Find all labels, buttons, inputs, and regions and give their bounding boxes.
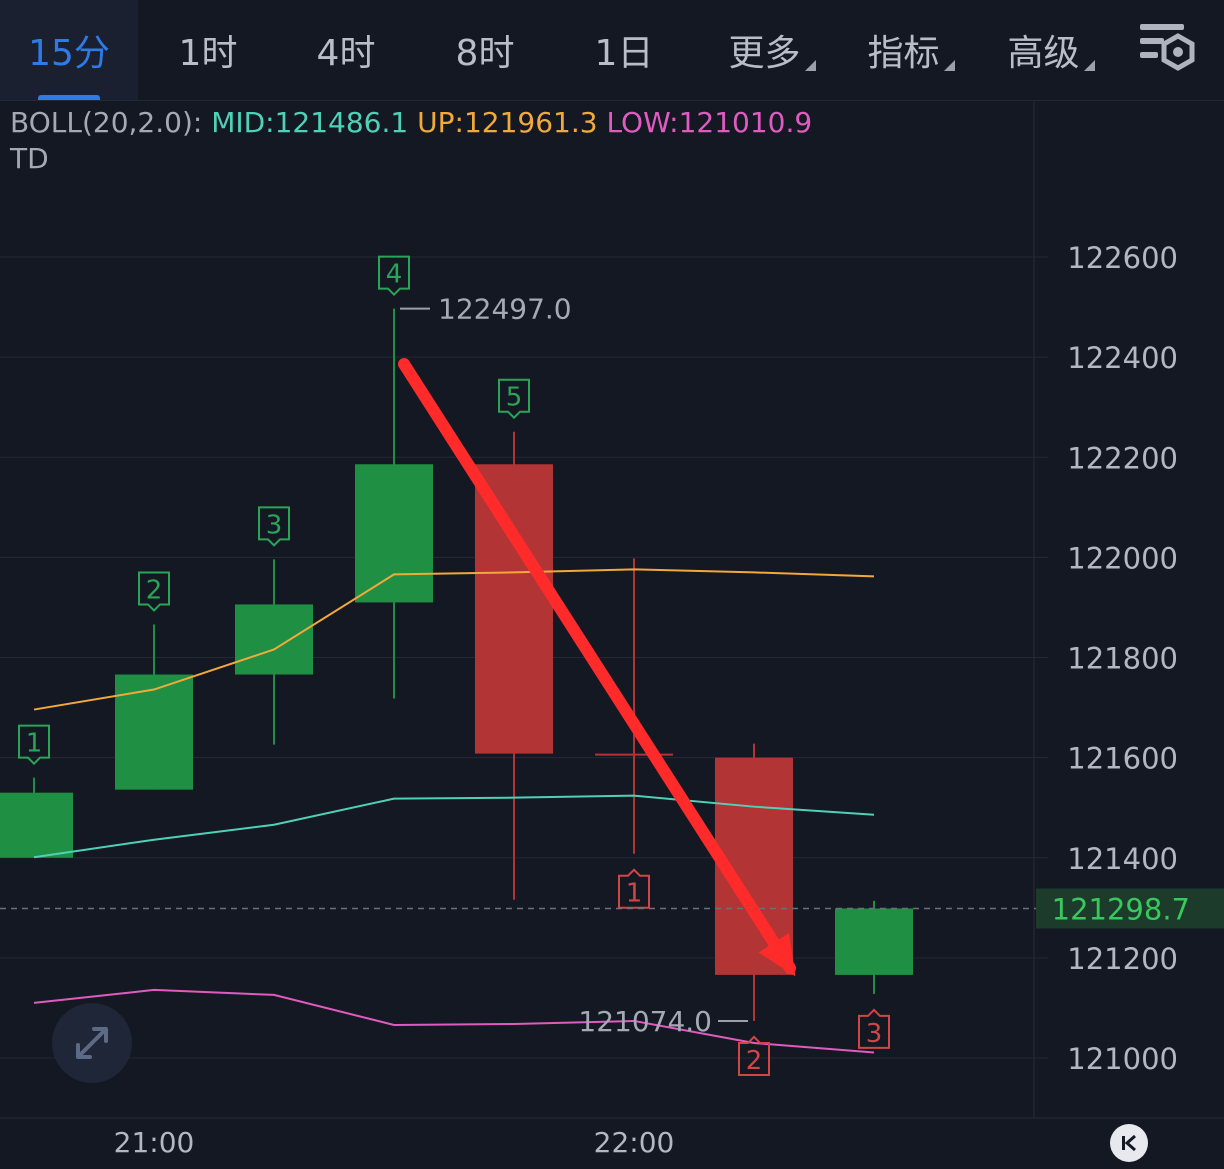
td-marker-frame — [258, 506, 290, 547]
tab-label: 高级 — [1007, 33, 1080, 74]
td-marker: 3 — [258, 506, 290, 547]
tab-1h[interactable]: 1时 — [150, 0, 266, 100]
candle-body — [835, 908, 913, 975]
td-count-label: 5 — [506, 383, 523, 413]
td-marker: 2 — [138, 571, 170, 612]
td-marker: 4 — [378, 255, 410, 296]
current-price-label: 121298.7 — [1052, 892, 1190, 926]
td-count-label: 1 — [26, 729, 43, 759]
interval-tab-bar: 15分 1时 4时 8时 1日 更多 指标 高级 — [0, 0, 1224, 101]
x-tick-label: 21:00 — [114, 1126, 195, 1159]
candle-body — [235, 604, 313, 675]
td-indicator-label: TD — [10, 142, 49, 175]
td-marker: 2 — [738, 1035, 770, 1076]
candle-body — [355, 464, 433, 603]
td-count-label: 2 — [146, 575, 163, 605]
dropdown-caret-icon — [1083, 59, 1095, 71]
y-tick-label: 121800 — [1067, 642, 1178, 676]
tab-label: 指标 — [867, 33, 940, 74]
tab-label: 15分 — [28, 33, 110, 74]
active-tab-indicator — [38, 95, 100, 100]
tab-label: 1时 — [178, 33, 238, 74]
boll-lower-line — [33, 988, 875, 1054]
boll-mid-line — [33, 794, 875, 859]
jump-to-latest-icon[interactable] — [1110, 1124, 1148, 1162]
y-tick-label: 121200 — [1067, 942, 1178, 976]
td-marker: 3 — [858, 1008, 890, 1049]
candle-body — [595, 753, 673, 756]
dropdown-caret-icon — [804, 59, 816, 71]
td-marker: 5 — [498, 378, 530, 420]
boll-indicator-name: BOLL(20,2.0): — [10, 106, 203, 139]
expand-arrows-icon[interactable] — [52, 1003, 132, 1083]
td-marker-frame — [618, 868, 650, 909]
boll-low-value: LOW:121010.9 — [606, 106, 813, 139]
dropdown-caret-icon — [943, 59, 955, 71]
low-price-annotation: 121074.0 — [578, 1005, 712, 1038]
candle-body — [0, 792, 73, 858]
boll-up-value: UP:121961.3 — [417, 106, 598, 139]
y-tick-label: 122200 — [1067, 441, 1178, 475]
y-tick-label: 122600 — [1067, 241, 1178, 275]
td-count-label: 1 — [626, 879, 643, 909]
tab-label: 8时 — [455, 33, 515, 74]
td-marker: 1 — [18, 724, 50, 766]
td-marker-frame — [138, 571, 170, 612]
candle-body — [475, 464, 553, 754]
boll-upper-line — [33, 568, 875, 711]
td-marker-frame — [18, 724, 50, 766]
td-marker-frame — [498, 378, 530, 420]
td-marker-frame — [378, 255, 410, 296]
y-tick-label: 122000 — [1067, 541, 1178, 575]
tab-label: 1日 — [594, 33, 654, 74]
x-tick-label: 22:00 — [594, 1126, 675, 1159]
td-count-label: 3 — [866, 1019, 883, 1049]
td-count-label: 2 — [746, 1046, 763, 1076]
tab-label: 4时 — [316, 33, 376, 74]
y-tick-label: 121400 — [1067, 842, 1178, 876]
candle-body — [115, 674, 193, 790]
high-price-annotation: 122497.0 — [438, 293, 572, 326]
td-marker-frame — [738, 1035, 770, 1076]
tab-4h[interactable]: 4时 — [288, 0, 404, 100]
td-marker: 1 — [618, 868, 650, 909]
downtrend-arrow-head — [758, 933, 796, 977]
tab-more[interactable]: 更多 — [714, 0, 830, 100]
y-tick-label: 121000 — [1067, 1042, 1178, 1076]
current-price-tag-bg — [1036, 888, 1224, 929]
tab-15min[interactable]: 15分 — [0, 0, 138, 100]
tab-advanced[interactable]: 高级 — [993, 0, 1109, 100]
td-count-label: 3 — [266, 510, 283, 540]
downtrend-arrow-shaft — [398, 358, 796, 974]
tab-label: 更多 — [728, 33, 801, 74]
boll-mid-value: MID:121486.1 — [211, 106, 409, 139]
td-marker-frame — [858, 1008, 890, 1049]
chart-settings-icon[interactable] — [1134, 18, 1200, 78]
tab-8h[interactable]: 8时 — [427, 0, 543, 100]
y-tick-label: 122400 — [1067, 341, 1178, 375]
tab-1d[interactable]: 1日 — [566, 0, 682, 100]
boll-legend: BOLL(20,2.0): MID:121486.1 UP:121961.3 L… — [10, 104, 812, 142]
y-tick-label: 121600 — [1067, 742, 1178, 776]
tab-indicators[interactable]: 指标 — [853, 0, 969, 100]
td-count-label: 4 — [386, 260, 403, 290]
